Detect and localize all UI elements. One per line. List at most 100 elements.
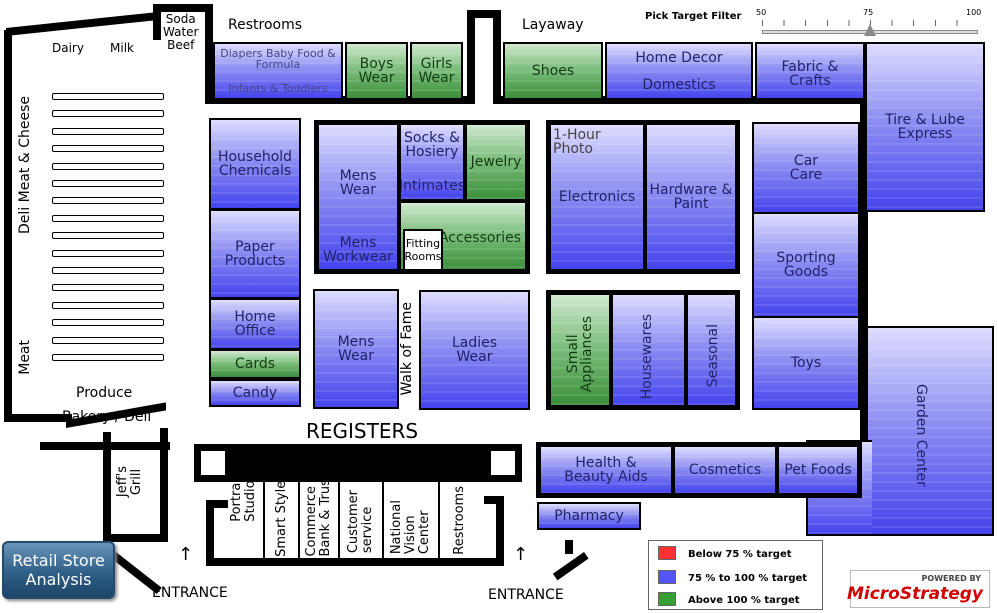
dept-fitting-rooms[interactable]: Fitting Rooms bbox=[403, 229, 443, 271]
dept-fabric-crafts[interactable]: Fabric & Crafts bbox=[755, 42, 865, 100]
dept-garden-center-label: Garden Center bbox=[913, 384, 929, 487]
dept-housewares[interactable] bbox=[611, 293, 686, 407]
health-block-frame bbox=[536, 442, 862, 498]
dept-ladies-wear[interactable]: Ladies Wear bbox=[419, 290, 530, 410]
registers-floor bbox=[206, 558, 504, 566]
produce-label: Produce bbox=[76, 385, 133, 401]
meat-label: Meat bbox=[17, 340, 33, 375]
wall-top-right bbox=[493, 96, 865, 104]
dept-toys[interactable]: Toys bbox=[752, 316, 860, 410]
dept-socks-hosiery: Socks & Hosiery bbox=[404, 130, 460, 160]
wall-pillar-top bbox=[467, 10, 501, 18]
legend-label-within: 75 % to 100 % target bbox=[688, 573, 808, 584]
dept-socks-hosiery-intimates[interactable]: Socks & Hosiery Intimates bbox=[399, 123, 465, 201]
produce-shelf bbox=[52, 127, 164, 135]
wall-top-mid bbox=[205, 96, 475, 104]
filter-title: Pick Target Filter bbox=[645, 11, 742, 22]
reg-smart-styles[interactable]: Smart Styles bbox=[265, 474, 298, 564]
dept-pharmacy[interactable]: Pharmacy bbox=[537, 502, 641, 530]
brand-name: MicroStrategy bbox=[846, 584, 983, 604]
retail-store-analysis-button[interactable]: Retail Store Analysis bbox=[2, 541, 115, 599]
dept-seasonal[interactable] bbox=[686, 293, 737, 407]
wall-top-left bbox=[153, 4, 213, 12]
dept-girls-wear[interactable]: Girls Wear bbox=[410, 42, 463, 100]
registers-divider-4 bbox=[382, 474, 384, 560]
reg-commerce-bank-label: Commerce Bank & Trust bbox=[304, 474, 333, 557]
legend-swatch-below bbox=[658, 546, 676, 560]
wall-bottom-left bbox=[4, 414, 72, 422]
reg-customer-service[interactable]: Customer service bbox=[340, 490, 382, 580]
dept-home-decor: Home Decor bbox=[635, 49, 723, 66]
reg-restrooms[interactable]: Restrooms bbox=[440, 486, 480, 576]
dept-home-office[interactable]: Home Office bbox=[209, 298, 301, 350]
filter-ticks bbox=[762, 20, 978, 26]
registers-bar bbox=[194, 444, 522, 482]
wall-soda-left bbox=[153, 4, 161, 40]
dept-cards[interactable]: Cards bbox=[209, 349, 301, 379]
produce-shelf bbox=[52, 232, 164, 240]
produce-shelf bbox=[52, 336, 164, 344]
electronics-block-frame bbox=[546, 120, 740, 274]
dept-shoes[interactable]: Shoes bbox=[503, 42, 603, 100]
wall-jeffs-left bbox=[103, 432, 111, 542]
dept-small-appliances-label: Small Appliances bbox=[565, 316, 595, 393]
dept-domestics: Domestics bbox=[642, 76, 716, 93]
reg-portrait-studio[interactable]: Portrait Studio bbox=[226, 474, 262, 564]
soda-water-beef-label: Soda Water Beef bbox=[163, 12, 199, 52]
dept-intimates: Intimates bbox=[399, 178, 465, 194]
dept-small-appliances[interactable] bbox=[549, 293, 611, 407]
legend-label-above: Above 100 % target bbox=[688, 595, 800, 606]
produce-shelf bbox=[52, 301, 164, 309]
dept-diapers-line1: Diapers Baby Food & bbox=[220, 47, 336, 60]
dept-mens-workwear[interactable]: Mens Workwear bbox=[323, 235, 393, 265]
layaway-label: Layaway bbox=[522, 17, 584, 33]
dept-health-beauty[interactable]: Health & Beauty Aids bbox=[539, 445, 673, 495]
wall-entrance-right-b bbox=[552, 552, 589, 581]
dept-diapers-infants[interactable]: Diapers Baby Food & Formula Infants & To… bbox=[213, 42, 343, 100]
entrance-left-label: ENTRANCE bbox=[152, 585, 228, 601]
filter-tick-50: 50 bbox=[756, 8, 767, 17]
wall-right-garden-top bbox=[860, 104, 868, 444]
dept-seasonal-label: Seasonal bbox=[705, 324, 721, 388]
wall-soda-right bbox=[205, 4, 213, 104]
reg-portrait-studio-label: Portrait Studio bbox=[229, 474, 258, 522]
legend-swatch-within bbox=[658, 570, 676, 584]
dept-electronics[interactable]: Electronics bbox=[549, 123, 645, 271]
dept-one-hour-photo[interactable]: 1-Hour Photo bbox=[553, 127, 601, 157]
wall-top-slant bbox=[6, 11, 161, 36]
appliances-block-frame bbox=[546, 290, 740, 410]
legend-swatch-above bbox=[658, 592, 676, 606]
reg-commerce-bank[interactable]: Commerce Bank & Trust bbox=[300, 474, 338, 564]
dept-candy[interactable]: Candy bbox=[209, 379, 301, 407]
dept-pet-foods[interactable]: Pet Foods bbox=[777, 445, 859, 495]
dept-tire-lube[interactable]: Tire & Lube Express bbox=[865, 42, 985, 212]
dept-housewares-label: Housewares bbox=[639, 314, 655, 400]
jeffs-grill-label: Jeff's Grill bbox=[115, 466, 144, 498]
dept-sporting-goods[interactable]: Sporting Goods bbox=[752, 212, 860, 318]
filter-thumb[interactable] bbox=[864, 24, 876, 36]
wall-pillar-left bbox=[467, 10, 475, 104]
dept-home-decor-domestics[interactable]: Home Decor Domestics bbox=[605, 42, 753, 100]
deli-meat-cheese-label: Deli Meat & Cheese bbox=[17, 96, 33, 234]
wall-left-slant bbox=[4, 30, 12, 422]
reg-national-vision[interactable]: National Vision Center bbox=[384, 500, 438, 590]
wall-pillar-right bbox=[493, 10, 501, 104]
dept-hardware-paint[interactable]: Hardware & Paint bbox=[645, 123, 737, 271]
dept-car-care[interactable]: Car Care bbox=[752, 122, 860, 214]
produce-shelf bbox=[52, 93, 164, 100]
produce-shelf bbox=[52, 197, 164, 205]
dept-mens-wear-top[interactable]: Mens Wear bbox=[317, 123, 399, 271]
dairy-label: Dairy bbox=[52, 41, 84, 55]
dept-cosmetics[interactable]: Cosmetics bbox=[673, 445, 777, 495]
dept-jewelry[interactable]: Jewelry bbox=[465, 123, 527, 201]
dept-paper-products[interactable]: Paper Products bbox=[209, 209, 301, 299]
dept-garden-center[interactable] bbox=[866, 326, 994, 536]
dept-infants-toddlers: Infants & Toddlers bbox=[228, 82, 328, 95]
apparel-block-frame bbox=[314, 120, 530, 274]
registers-gap-right bbox=[490, 450, 516, 476]
dept-household-chemicals[interactable]: Household Chemicals bbox=[209, 118, 301, 210]
dept-mens-wear-bottom[interactable]: Mens Wear bbox=[313, 289, 399, 409]
dept-boys-wear[interactable]: Boys Wear bbox=[345, 42, 408, 100]
produce-shelf bbox=[52, 319, 164, 327]
wall-jeffs-right bbox=[160, 428, 168, 542]
